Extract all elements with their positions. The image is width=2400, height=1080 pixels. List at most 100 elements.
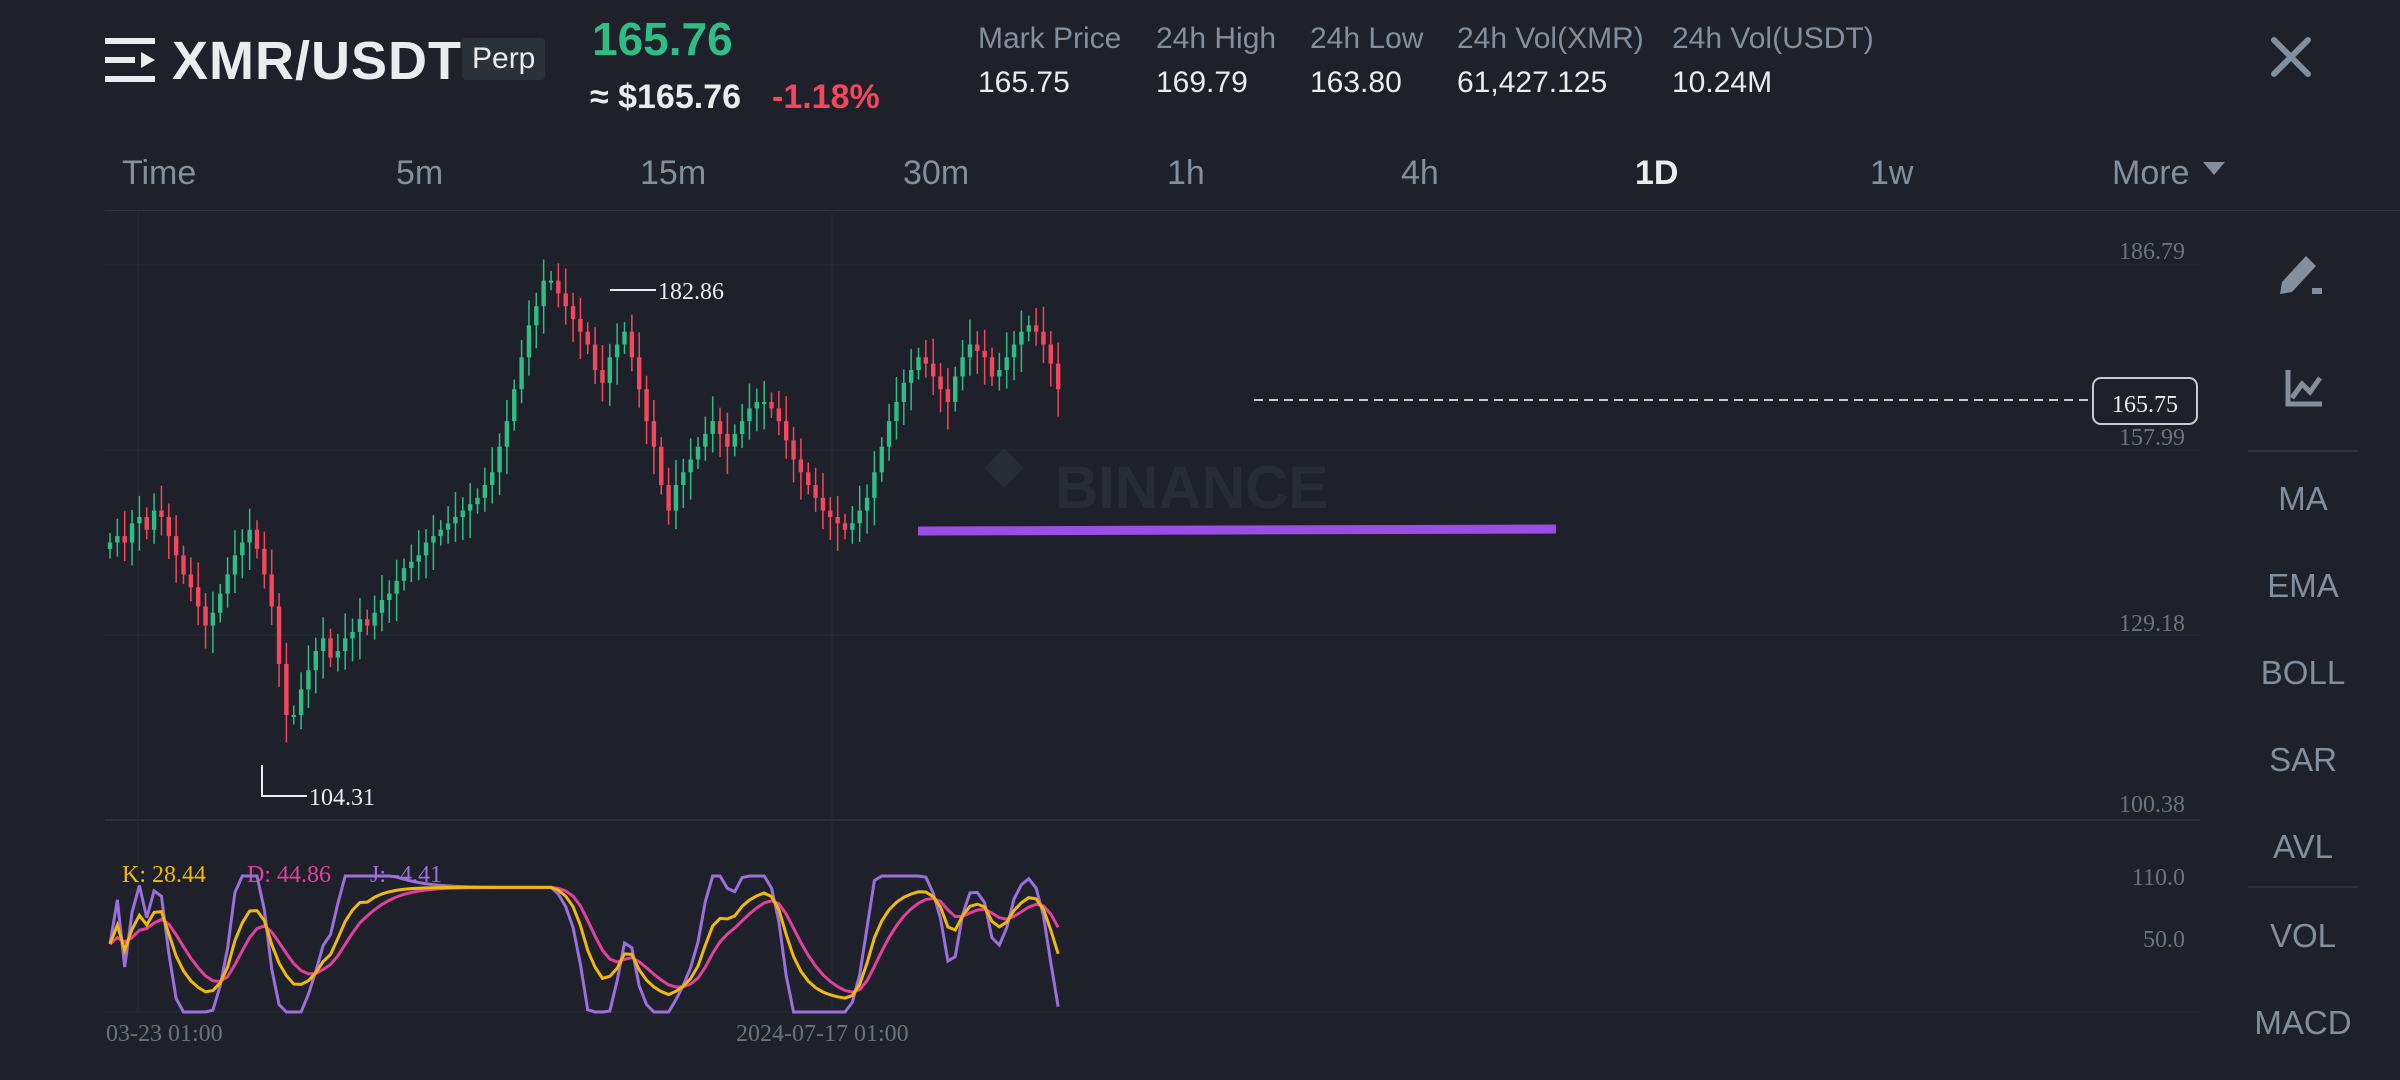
candle-body: [137, 516, 142, 524]
candle-body: [1055, 363, 1061, 390]
low-marker: [261, 765, 307, 797]
candle-body: [784, 421, 789, 441]
candle-body: [637, 357, 642, 390]
candle-body: [828, 510, 833, 517]
candle-body: [923, 357, 929, 364]
tab-1h[interactable]: 1h: [1167, 154, 1205, 192]
pair-title[interactable]: XMR/USDT: [172, 31, 462, 91]
candle-body: [710, 421, 715, 434]
candle-body: [835, 516, 840, 524]
side-divider: [2248, 886, 2358, 888]
candle-body: [438, 529, 443, 537]
candle-body: [203, 606, 208, 626]
tool-vol[interactable]: VOL: [2269, 917, 2337, 954]
chart-line-icon[interactable]: [2284, 368, 2324, 413]
tab-30m[interactable]: 30m: [903, 154, 970, 192]
kdj-d: D: 44.86: [247, 862, 331, 888]
candle-body: [695, 446, 701, 460]
candle-body: [240, 542, 245, 556]
time-axis-label: 03-23 01:00: [106, 1021, 223, 1047]
candle-body: [269, 574, 274, 607]
support-trendline[interactable]: [917, 524, 1557, 536]
high-label: 24h High: [1156, 22, 1277, 55]
candle-body: [541, 280, 546, 307]
low-label: 24h Low: [1310, 22, 1424, 55]
tab-1w[interactable]: 1w: [1870, 154, 1914, 192]
candle-body: [769, 401, 774, 409]
candle-body: [975, 344, 980, 351]
chart-grid: [105, 212, 2200, 1013]
candle-body: [916, 357, 921, 371]
candle-body: [1019, 331, 1024, 345]
candle-body: [850, 523, 855, 530]
usd-price: ≈ $165.76: [590, 78, 742, 116]
perp-badge: Perp: [462, 38, 546, 80]
candle-body: [798, 459, 804, 473]
price-axis-label: 157.99: [2119, 425, 2185, 451]
candle-body: [335, 651, 341, 658]
candle-body: [820, 497, 826, 511]
candle-body: [306, 670, 311, 690]
candle-body: [453, 516, 458, 524]
tab-4h[interactable]: 4h: [1401, 154, 1439, 192]
candle-body: [776, 408, 782, 422]
tab-15m[interactable]: 15m: [640, 154, 707, 192]
kdj-k: K: 28.44: [122, 862, 206, 888]
close-icon[interactable]: [2270, 36, 2312, 78]
candle-body: [578, 318, 583, 332]
candles: [107, 259, 1061, 743]
tool-sar[interactable]: SAR: [2269, 741, 2337, 778]
candle-body: [901, 382, 906, 402]
tab-time[interactable]: Time: [122, 154, 197, 192]
candle-body: [651, 421, 657, 447]
candle-body: [931, 363, 936, 377]
candle-body: [563, 293, 568, 307]
candle-body: [688, 459, 693, 473]
candle-body: [732, 433, 737, 447]
candle-body: [997, 370, 1002, 377]
candle-body: [989, 357, 995, 377]
candle-body: [467, 504, 473, 511]
current-price-label: 165.75: [2112, 392, 2178, 418]
candle-body: [387, 593, 392, 601]
tool-avl[interactable]: AVL: [2273, 828, 2333, 865]
candle-body: [725, 433, 730, 447]
tool-ma[interactable]: MA: [2278, 480, 2328, 517]
watermark-text: BINANCE: [1055, 454, 1328, 521]
tool-ema[interactable]: EMA: [2267, 567, 2339, 604]
menu-icon[interactable]: [105, 36, 155, 84]
candle-body: [600, 370, 605, 383]
current-price-tag[interactable]: 165.75: [2092, 377, 2198, 425]
candle-body: [298, 689, 304, 715]
mark-price-label: Mark Price: [978, 22, 1122, 55]
tool-boll[interactable]: BOLL: [2260, 654, 2346, 691]
candle-body: [967, 344, 973, 358]
tool-macd[interactable]: MACD: [2254, 1004, 2352, 1041]
tab-more-label: More: [2112, 154, 2190, 192]
candle-body: [262, 548, 267, 575]
tab-5m[interactable]: 5m: [396, 154, 444, 192]
candle-body: [1033, 325, 1039, 332]
candle-body: [894, 401, 899, 422]
pencil-icon[interactable]: [2276, 246, 2330, 301]
candle-body: [754, 401, 759, 409]
tab-1d[interactable]: 1D: [1635, 154, 1679, 192]
osc-axis-label: 110.0: [2132, 865, 2185, 891]
candle-body: [423, 542, 429, 556]
vol-usdt-value: 10.24M: [1672, 66, 1773, 99]
candle-body: [813, 485, 818, 498]
osc-axis-label: 50.0: [2143, 927, 2185, 953]
caret-down-icon: [2202, 162, 2225, 176]
candle-body: [857, 510, 862, 524]
candle-body: [394, 580, 399, 594]
tab-more[interactable]: More: [2112, 154, 2225, 193]
candle-body: [585, 331, 590, 345]
candle-body: [254, 529, 260, 549]
candle-body: [232, 555, 238, 575]
candle-body: [548, 280, 554, 283]
candle-body: [1011, 344, 1017, 358]
candle-body: [166, 516, 171, 537]
last-price: 165.76: [592, 13, 733, 65]
candle-body: [151, 510, 157, 530]
